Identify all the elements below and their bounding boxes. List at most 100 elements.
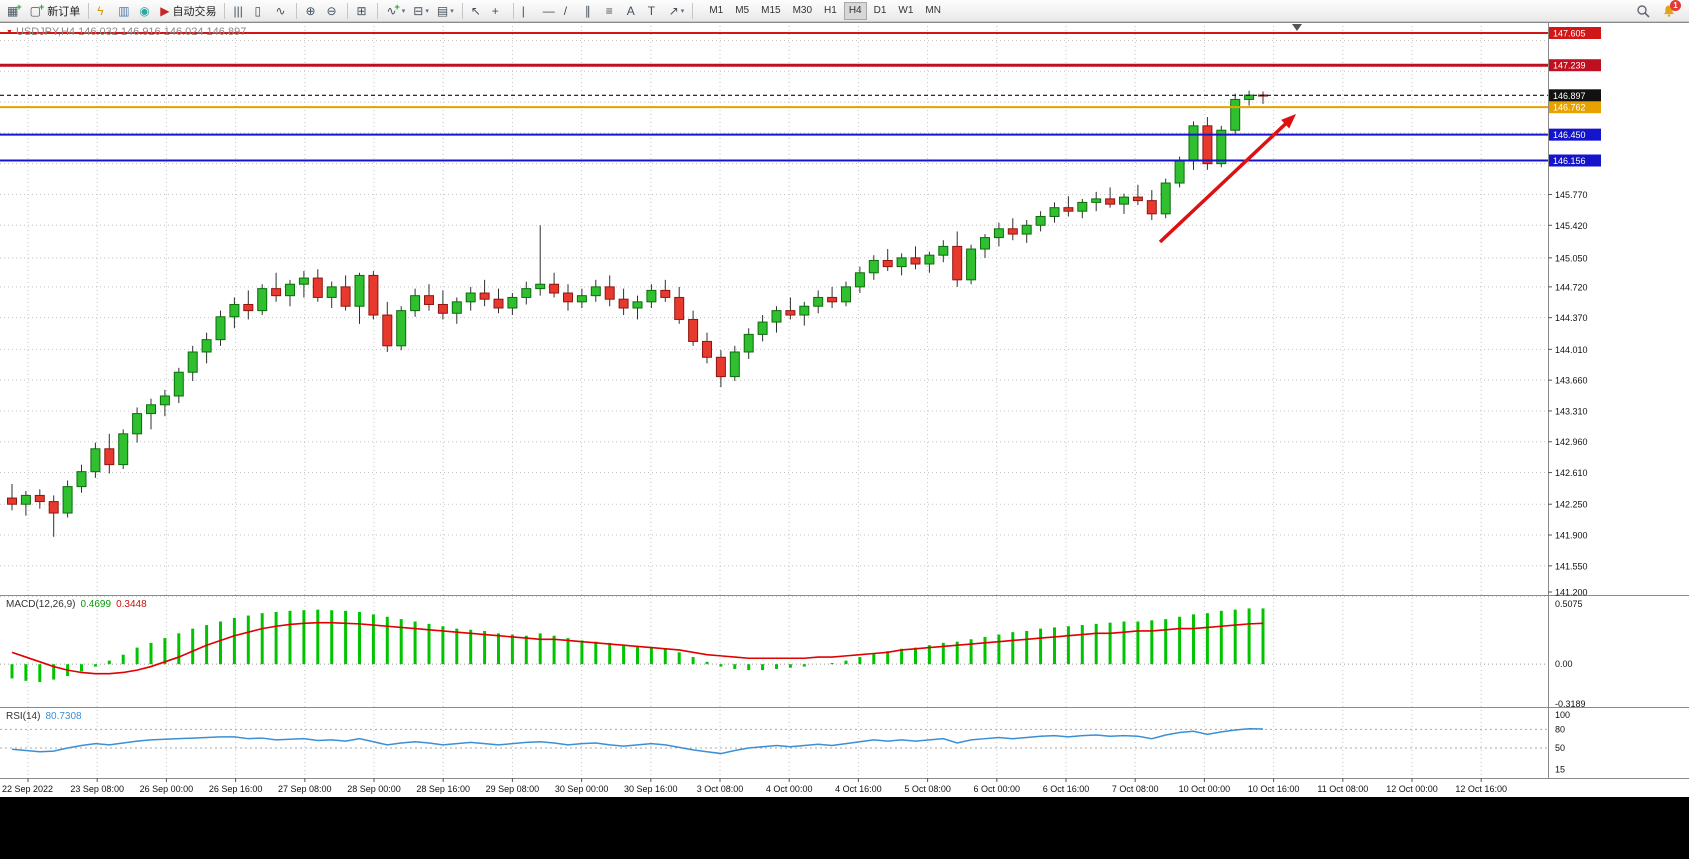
price-axis[interactable]: 145.770 145.420 145.050 144.720 144.370 144.0…	[1548, 26, 1601, 775]
rsi-scale-label: 100	[1555, 710, 1570, 720]
svg-text:147.605: 147.605	[1553, 28, 1586, 38]
symbol-ohlc-line: ▼ USDJPY,H4 146.032 146.916 146.024 146.…	[6, 26, 246, 38]
macd-signal-value: 0.3448	[116, 599, 147, 610]
macd-panel	[0, 608, 1548, 682]
macd-label: MACD(12,26,9) 0.4699 0.3448	[6, 599, 147, 610]
panel-separators	[0, 22, 1689, 779]
chart-window[interactable]: 145.770 145.420 145.050 144.720 144.370 144.0…	[0, 22, 1689, 797]
toolbar-separator	[512, 2, 514, 19]
add-indicator-icon[interactable]: ∿ + ▾	[383, 1, 408, 20]
time-axis[interactable]: 22 Sep 2022 23 Sep 08:00 26 Sep 00:00 26 Se…	[2, 778, 1507, 794]
svg-text:5 Oct 08:00: 5 Oct 08:00	[904, 784, 951, 794]
svg-text:10 Oct 16:00: 10 Oct 16:00	[1248, 784, 1300, 794]
rsi-label: RSI(14) 80.7308	[6, 711, 82, 722]
svg-text:10 Oct 00:00: 10 Oct 00:00	[1179, 784, 1231, 794]
svg-text:146.156: 146.156	[1553, 156, 1586, 166]
svg-text:7 Oct 08:00: 7 Oct 08:00	[1112, 784, 1159, 794]
text-label-icon[interactable]: T	[645, 1, 664, 20]
horizontal-line-icon[interactable]: —	[540, 1, 559, 20]
svg-text:142.960: 142.960	[1555, 437, 1588, 447]
trend-arrow-annotation[interactable]	[1158, 114, 1296, 244]
auto-trading-button[interactable]: ▶ 自动交易	[157, 1, 219, 20]
fibonacci-icon[interactable]: ≡	[603, 1, 622, 20]
new-order-button[interactable]: ▢ + 新订单	[27, 1, 84, 20]
macd-name: MACD(12,26,9)	[6, 599, 76, 610]
print-icon[interactable]: ▥	[115, 1, 134, 20]
rsi-panel	[0, 728, 1548, 755]
symbol-ohlc-text: USDJPY,H4 146.032 146.916 146.024 146.89…	[15, 26, 247, 38]
svg-text:3 Oct 08:00: 3 Oct 08:00	[697, 784, 744, 794]
svg-text:11 Oct 08:00: 11 Oct 08:00	[1317, 784, 1368, 794]
timeframe-m1-button[interactable]: M1	[704, 2, 728, 20]
svg-text:29 Sep 08:00: 29 Sep 08:00	[486, 784, 540, 794]
svg-text:142.250: 142.250	[1555, 500, 1588, 510]
svg-text:146.897: 146.897	[1553, 91, 1586, 101]
notification-badge: 1	[1670, 0, 1681, 11]
cursor-icon[interactable]: ↖	[468, 1, 487, 20]
timeframe-h1-button[interactable]: H1	[819, 2, 842, 20]
svg-text:22 Sep 2022: 22 Sep 2022	[2, 784, 53, 794]
trendline-icon[interactable]: /	[561, 1, 580, 20]
svg-text:26 Sep 00:00: 26 Sep 00:00	[140, 784, 194, 794]
svg-text:147.239: 147.239	[1553, 61, 1586, 71]
timeframe-m5-button[interactable]: M5	[730, 2, 754, 20]
search-icon[interactable]	[1633, 1, 1653, 20]
timeframe-m30-button[interactable]: M30	[788, 2, 817, 20]
timeframe-mn-button[interactable]: MN	[920, 2, 946, 20]
chart-canvas[interactable]: 145.770 145.420 145.050 144.720 144.370 144.0…	[0, 22, 1689, 797]
svg-text:30 Sep 00:00: 30 Sep 00:00	[555, 784, 609, 794]
svg-text:4 Oct 00:00: 4 Oct 00:00	[766, 784, 813, 794]
bar-chart-icon[interactable]: |||	[230, 1, 249, 20]
macd-scale-label: -0.3189	[1555, 699, 1586, 709]
toolbar-separator	[377, 2, 379, 19]
text-icon[interactable]: A	[624, 1, 643, 20]
svg-text:23 Sep 08:00: 23 Sep 08:00	[70, 784, 124, 794]
toolbar-right: 1	[1632, 0, 1686, 21]
toolbar-left: ▦ + ▢ + 新订单 ϟ ▥ ◉ ▶ 自动交易 ||| ▯ ∿ ⊕ ⊖ ⊞ ∿ + ▾ ⊟ ▾ ▤ ▾ ↖ + | — / ∥ ≡ A T ↗…	[3, 0, 697, 21]
chart-shift-marker-icon[interactable]	[1292, 24, 1302, 31]
macd-scale-label: 0.00	[1555, 659, 1573, 669]
toolbar-separator	[692, 2, 694, 19]
zoom-in-icon[interactable]: ⊕	[302, 1, 321, 20]
rsi-scale-label: 50	[1555, 743, 1565, 753]
svg-text:146.762: 146.762	[1553, 103, 1586, 113]
rsi-value: 80.7308	[45, 711, 82, 722]
svg-text:144.370: 144.370	[1555, 313, 1588, 323]
arrows-icon[interactable]: ↗ ▾	[666, 1, 688, 20]
timeframe-m15-button[interactable]: M15	[756, 2, 785, 20]
periods-icon[interactable]: ⊟ ▾	[410, 1, 432, 20]
tile-windows-icon[interactable]: ⊞	[353, 1, 372, 20]
candlestick-chart-icon[interactable]: ▯	[251, 1, 270, 20]
svg-text:144.720: 144.720	[1555, 282, 1588, 292]
zoom-out-icon[interactable]: ⊖	[323, 1, 342, 20]
svg-text:145.420: 145.420	[1555, 221, 1588, 231]
signals-icon[interactable]: ϟ	[94, 1, 113, 20]
macd-main-value: 0.4699	[80, 599, 112, 610]
vertical-line-icon[interactable]: |	[519, 1, 538, 20]
channel-icon[interactable]: ∥	[582, 1, 601, 20]
svg-text:27 Sep 08:00: 27 Sep 08:00	[278, 784, 332, 794]
timeframe-h4-button[interactable]: H4	[843, 1, 867, 20]
svg-text:12 Oct 00:00: 12 Oct 00:00	[1386, 784, 1438, 794]
timeframe-w1-button[interactable]: W1	[893, 2, 918, 20]
line-chart-icon[interactable]: ∿	[272, 1, 291, 20]
tick-down-icon: ▼	[6, 28, 13, 36]
svg-text:145.050: 145.050	[1555, 253, 1588, 263]
templates-icon[interactable]: ▤ ▾	[434, 1, 457, 20]
rsi-scale-label: 80	[1555, 724, 1565, 734]
svg-text:28 Sep 00:00: 28 Sep 00:00	[347, 784, 401, 794]
notifications-bell-icon[interactable]: 1	[1659, 0, 1681, 20]
data-window-icon[interactable]: ◉	[136, 1, 155, 20]
toolbar-separator	[296, 2, 298, 19]
new-chart-icon[interactable]: ▦ +	[4, 1, 25, 20]
toolbar-separator	[461, 2, 463, 19]
svg-text:30 Sep 16:00: 30 Sep 16:00	[624, 784, 678, 794]
crosshair-icon[interactable]: +	[489, 1, 508, 20]
svg-text:141.550: 141.550	[1555, 561, 1588, 571]
svg-text:141.900: 141.900	[1555, 531, 1588, 541]
candles-layer	[7, 90, 1268, 537]
timeframe-d1-button[interactable]: D1	[869, 2, 892, 20]
level-lines-layer[interactable]	[0, 31, 1548, 162]
svg-text:143.310: 143.310	[1555, 406, 1588, 416]
svg-text:12 Oct 16:00: 12 Oct 16:00	[1455, 784, 1507, 794]
